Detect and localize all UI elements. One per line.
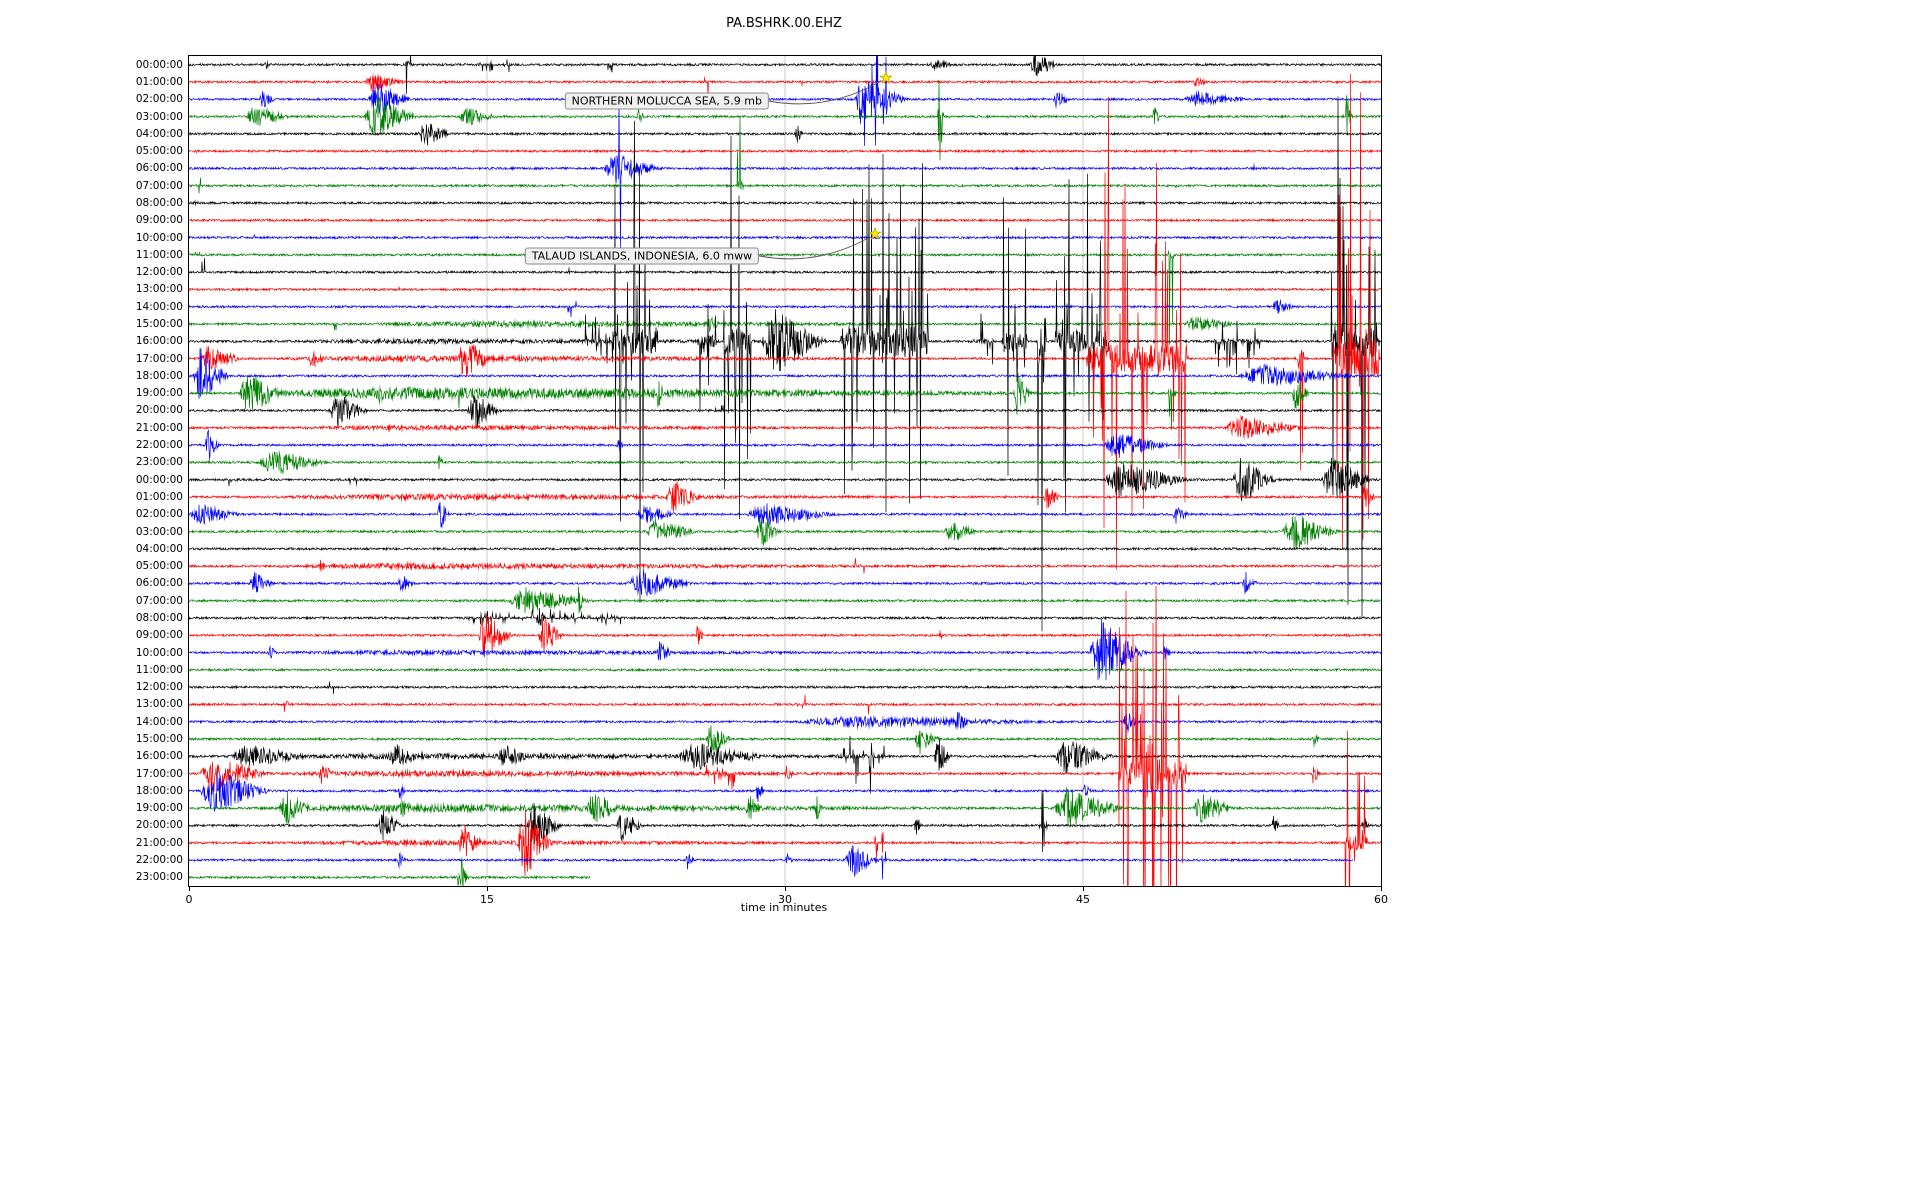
y-axis-label: 22:00:00 [135,439,183,452]
y-axis-label: 02:00:00 [135,93,183,106]
y-axis-label: 07:00:00 [135,594,183,607]
x-tick-mark [1083,887,1084,891]
y-axis-label: 21:00:00 [135,421,183,434]
y-axis-label: 23:00:00 [135,456,183,469]
event-annotation-label: TALAUD ISLANDS, INDONESIA, 6.0 mww [524,247,760,265]
y-axis-label: 12:00:00 [135,266,183,279]
event-annotation-label: NORTHERN MOLUCCA SEA, 5.9 mb [564,92,769,110]
y-axis-label: 07:00:00 [135,179,183,192]
y-axis-label: 04:00:00 [135,127,183,140]
y-axis-label: 22:00:00 [135,854,183,867]
y-axis-label: 15:00:00 [135,733,183,746]
y-axis-label: 13:00:00 [135,283,183,296]
y-axis-label: 05:00:00 [135,145,183,158]
y-axis-label: 06:00:00 [135,577,183,590]
y-axis-label: 06:00:00 [135,162,183,175]
y-axis-label: 11:00:00 [135,663,183,676]
y-axis-label: 11:00:00 [135,248,183,261]
x-tick-label: 15 [480,893,494,906]
x-tick-label: 60 [1374,893,1388,906]
y-axis-label: 09:00:00 [135,629,183,642]
x-tick-label: 0 [185,893,193,906]
y-axis-label: 10:00:00 [135,231,183,244]
y-axis-label: 01:00:00 [135,75,183,88]
x-tick-label: 30 [778,893,792,906]
y-axis-label: 00:00:00 [135,473,183,486]
y-axis-label: 10:00:00 [135,646,183,659]
x-tick-mark [785,887,786,891]
x-tick-mark [1381,887,1382,891]
y-axis-label: 18:00:00 [135,784,183,797]
y-axis-label: 09:00:00 [135,214,183,227]
y-axis-label: 20:00:00 [135,819,183,832]
y-axis-label: 21:00:00 [135,836,183,849]
y-axis-label: 19:00:00 [135,802,183,815]
y-axis-label: 14:00:00 [135,715,183,728]
y-axis-label: 23:00:00 [135,871,183,884]
y-axis-label: 17:00:00 [135,767,183,780]
x-tick-mark [487,887,488,891]
y-axis-label: 00:00:00 [135,58,183,71]
y-axis-label: 18:00:00 [135,369,183,382]
y-axis-label: 08:00:00 [135,196,183,209]
x-tick-mark [189,887,190,891]
y-axis-label: 17:00:00 [135,352,183,365]
y-axis-label: 19:00:00 [135,387,183,400]
y-axis-label: 08:00:00 [135,611,183,624]
y-axis-label: 12:00:00 [135,681,183,694]
y-axis-label: 15:00:00 [135,318,183,331]
plot-title: PA.BSHRK.00.EHZ [726,16,842,31]
y-axis-label: 02:00:00 [135,508,183,521]
y-axis-label: 20:00:00 [135,404,183,417]
y-axis-label: 01:00:00 [135,490,183,503]
y-axis-label: 04:00:00 [135,542,183,555]
y-axis-label: 03:00:00 [135,525,183,538]
x-tick-label: 45 [1076,893,1090,906]
y-axis-label: 16:00:00 [135,750,183,763]
y-axis-label: 03:00:00 [135,110,183,123]
helicorder-canvas [189,56,1381,886]
y-axis-label: 13:00:00 [135,698,183,711]
y-axis-label: 05:00:00 [135,560,183,573]
plot-area [188,55,1382,887]
y-axis-label: 14:00:00 [135,300,183,313]
x-axis-title: time in minutes [740,901,828,914]
y-axis-label: 16:00:00 [135,335,183,348]
